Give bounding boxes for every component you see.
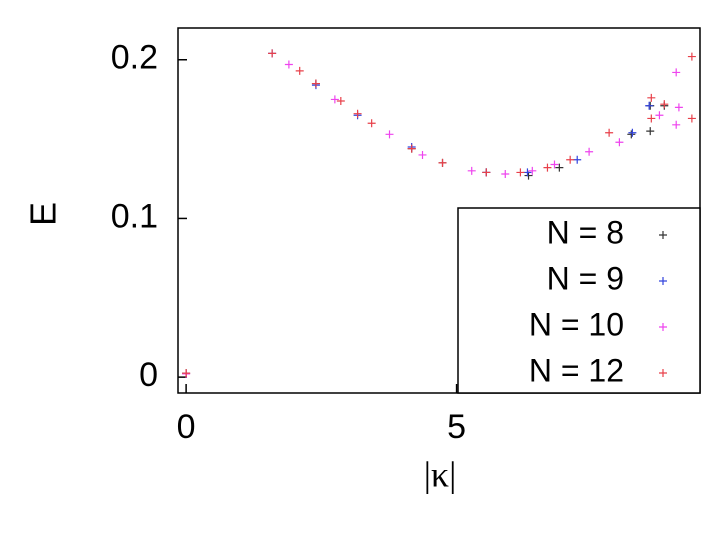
legend-label: N = 10 (529, 306, 624, 342)
point (566, 155, 575, 164)
point (550, 160, 559, 169)
point (528, 166, 537, 175)
point (284, 60, 293, 69)
point (605, 128, 614, 137)
x-tick-label: 5 (447, 408, 466, 446)
legend-label: N = 9 (547, 260, 624, 296)
point (555, 163, 564, 172)
point (647, 114, 656, 123)
point (655, 111, 664, 120)
point (573, 155, 582, 164)
y-tick-label: 0.1 (111, 197, 158, 235)
point (418, 150, 427, 159)
point (501, 170, 510, 178)
point (311, 79, 320, 88)
legend-label: N = 8 (547, 214, 624, 250)
point (268, 49, 277, 58)
point (672, 120, 681, 129)
point (615, 138, 624, 147)
point (645, 101, 654, 110)
point (482, 168, 491, 177)
point (672, 68, 681, 77)
point (407, 144, 416, 153)
point (646, 127, 655, 136)
point (295, 66, 304, 75)
point (385, 130, 394, 139)
point (438, 158, 447, 167)
y-axis-label: E (23, 202, 64, 226)
x-tick-label: 0 (177, 408, 196, 446)
point (585, 147, 594, 156)
point (336, 97, 345, 105)
legend-box (457, 207, 701, 394)
point (467, 166, 476, 175)
legend-marker (659, 323, 667, 331)
point (330, 95, 339, 104)
point (543, 163, 552, 172)
point (353, 109, 362, 118)
point (523, 168, 532, 177)
legend-marker (659, 277, 667, 285)
y-tick-label: 0 (139, 356, 158, 394)
legend-label: N = 12 (529, 352, 624, 388)
legend-marker (659, 369, 667, 377)
point (687, 52, 696, 61)
point (182, 369, 191, 378)
legend-marker (659, 231, 667, 239)
point (674, 103, 683, 112)
point (367, 119, 376, 128)
point (660, 100, 669, 109)
point (687, 114, 696, 123)
point (627, 130, 636, 139)
point (647, 93, 656, 102)
point (516, 168, 525, 177)
x-axis-label: |κ| (424, 454, 457, 494)
point (628, 128, 637, 137)
y-tick-label: 0.2 (111, 39, 158, 77)
